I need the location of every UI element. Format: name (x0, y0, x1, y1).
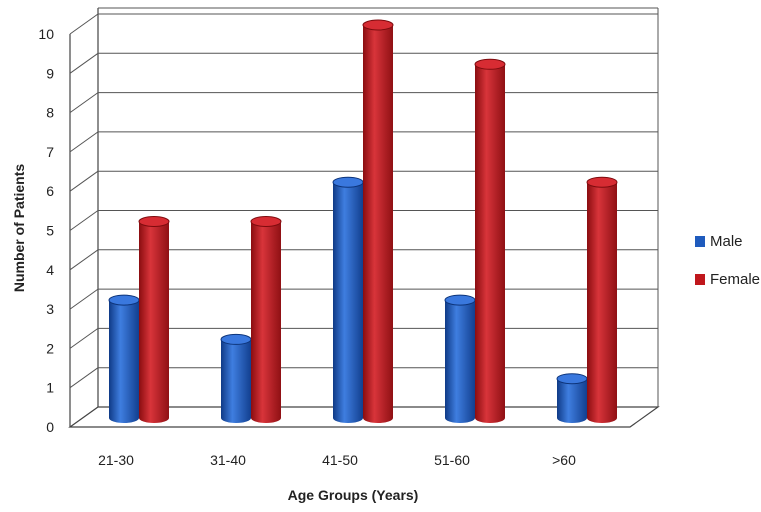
y-tick-label: 9 (46, 65, 54, 81)
x-tick-label: >60 (552, 452, 576, 468)
y-tick-label: 3 (46, 301, 54, 317)
gridline-side (69, 92, 99, 114)
x-tick-label: 41-50 (322, 452, 358, 468)
bar-top (362, 19, 394, 31)
y-tick-label: 6 (46, 183, 54, 199)
y-tick-label: 5 (46, 223, 54, 239)
bar (138, 216, 170, 423)
bar (474, 58, 506, 424)
bar-body (363, 25, 393, 423)
bar-body (445, 300, 475, 423)
bar-body (221, 339, 251, 423)
bar (220, 333, 252, 423)
bar-body (557, 378, 587, 423)
gridline-side (69, 288, 99, 310)
gridline-side (69, 327, 99, 349)
bar (362, 19, 394, 423)
x-tick-label: 31-40 (210, 452, 246, 468)
y-axis-ticks: 0 1 2 3 4 5 6 7 8 9 10 (38, 26, 54, 435)
legend-swatch (695, 274, 705, 285)
gridline-side (69, 249, 99, 271)
y-tick-label: 8 (46, 105, 54, 121)
bars (108, 19, 618, 424)
bar (586, 176, 618, 423)
bar (444, 294, 476, 423)
bar-body (109, 300, 139, 423)
legend-swatch (695, 236, 705, 247)
legend-label: Female (710, 271, 760, 288)
gridline-side (69, 367, 99, 389)
bar (108, 294, 140, 423)
y-tick-label: 4 (46, 262, 54, 278)
y-tick-label: 1 (46, 380, 54, 396)
y-tick-label: 7 (46, 144, 54, 160)
bar-top (332, 176, 364, 188)
bar-body (475, 64, 505, 424)
y-tick-label: 10 (38, 26, 54, 42)
x-axis-title: Age Groups (Years) (288, 487, 419, 503)
bar (250, 216, 282, 423)
gridline-side (69, 52, 99, 74)
bar-top (220, 333, 252, 345)
bar-top (138, 216, 170, 227)
bar-top (108, 294, 140, 306)
bar-top (474, 58, 506, 70)
y-tick-label: 2 (46, 340, 54, 356)
bar (332, 176, 364, 423)
gridline-side (69, 210, 99, 231)
x-axis-ticks: 21-30 31-40 41-50 51-60 >60 (98, 452, 576, 468)
x-tick-label: 51-60 (434, 452, 470, 468)
bar-body (587, 182, 617, 423)
bar-top (586, 176, 618, 188)
legend: Male Female (695, 233, 760, 288)
legend-label: Male (710, 233, 743, 250)
y-tick-label: 0 (46, 419, 54, 435)
bar-top (250, 216, 282, 227)
bar-body (251, 221, 281, 423)
gridline-side (69, 13, 99, 35)
bar (556, 373, 588, 423)
y-axis-title: Number of Patients (11, 164, 27, 293)
bar-top (444, 294, 476, 306)
gridline-side (69, 170, 99, 192)
x-tick-label: 21-30 (98, 452, 134, 468)
bar-body (139, 221, 169, 423)
bar-top (556, 373, 588, 385)
bar-body (333, 182, 363, 423)
gridline-side (69, 131, 99, 153)
